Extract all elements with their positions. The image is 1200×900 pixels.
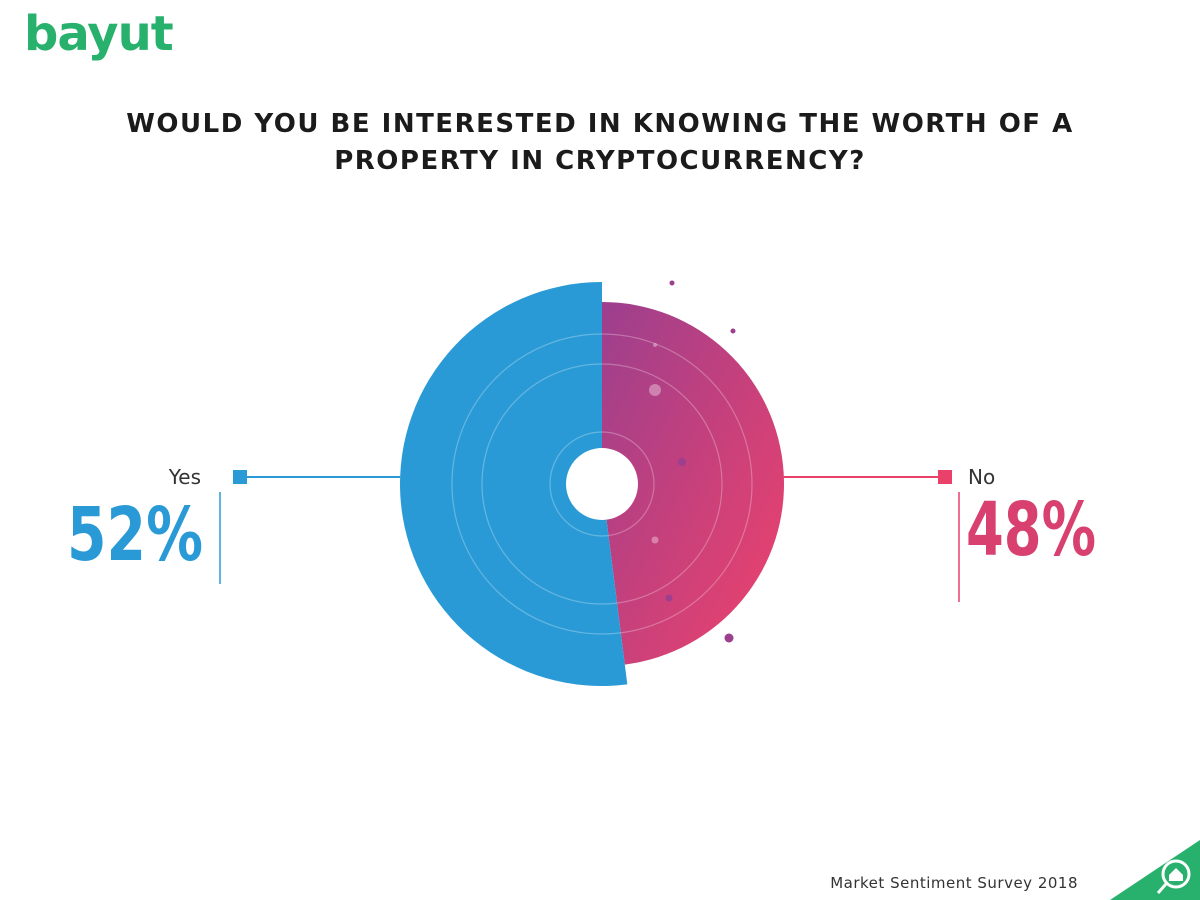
decor-dot-1 — [730, 328, 736, 334]
chart-title-line-1: WOULD YOU BE INTERESTED IN KNOWING THE W… — [126, 109, 1074, 139]
decor-dot-3 — [678, 458, 686, 466]
chart-title-line-2: PROPERTY IN CRYPTOCURRENCY? — [334, 146, 866, 176]
ring-decoration-2 — [549, 431, 655, 537]
donut-hole — [566, 448, 638, 520]
yes-label: Yes — [168, 465, 201, 489]
ring-decoration-0 — [451, 333, 753, 635]
decor-dot-2 — [649, 384, 661, 396]
chart-title: WOULD YOU BE INTERESTED IN KNOWING THE W… — [100, 106, 1100, 180]
decor-dot-0 — [669, 280, 675, 286]
slice-no — [602, 302, 785, 665]
no-percent: 48% — [966, 487, 1096, 573]
no-legend-square — [938, 470, 952, 484]
decor-dot-6 — [724, 633, 734, 643]
slice-yes — [400, 282, 628, 686]
yes-legend-square — [233, 470, 247, 484]
decor-dot-7 — [653, 343, 657, 347]
footer-survey-label: Market Sentiment Survey 2018 — [830, 874, 1078, 892]
bayut-logo: bayut — [24, 6, 174, 62]
decor-dot-4 — [651, 536, 659, 544]
decor-dot-5 — [665, 594, 673, 602]
no-label: No — [968, 465, 995, 489]
ring-decoration-1 — [481, 363, 723, 605]
yes-percent: 52% — [67, 492, 203, 578]
house-search-icon — [1110, 840, 1200, 900]
